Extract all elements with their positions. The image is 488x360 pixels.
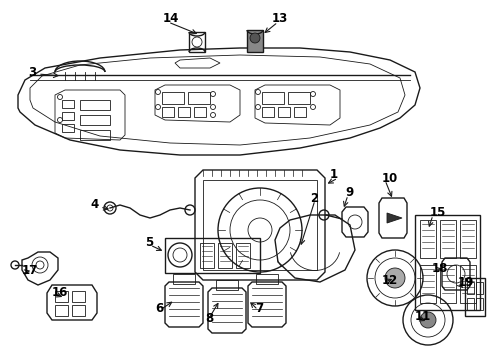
Bar bbox=[72, 305, 85, 316]
Bar bbox=[236, 243, 249, 268]
Bar bbox=[278, 107, 289, 117]
Text: 19: 19 bbox=[457, 276, 473, 289]
Bar bbox=[419, 265, 435, 303]
Bar bbox=[162, 92, 183, 104]
Bar bbox=[419, 220, 435, 258]
Bar bbox=[256, 274, 278, 284]
Text: 12: 12 bbox=[381, 274, 397, 287]
Text: 14: 14 bbox=[163, 12, 179, 24]
Bar bbox=[203, 180, 316, 270]
Bar bbox=[414, 215, 479, 310]
Circle shape bbox=[249, 33, 260, 43]
Circle shape bbox=[419, 312, 435, 328]
Text: 10: 10 bbox=[381, 171, 397, 184]
Text: 6: 6 bbox=[155, 302, 163, 315]
Circle shape bbox=[384, 268, 404, 288]
Bar bbox=[216, 280, 238, 290]
Bar bbox=[164, 238, 260, 273]
Text: 13: 13 bbox=[271, 12, 287, 24]
Text: 9: 9 bbox=[345, 186, 352, 199]
Text: 1: 1 bbox=[329, 168, 337, 181]
Bar bbox=[475, 282, 482, 294]
Bar bbox=[439, 220, 455, 258]
Bar bbox=[62, 124, 74, 132]
Bar bbox=[55, 305, 68, 316]
Text: 2: 2 bbox=[309, 192, 318, 204]
Bar bbox=[173, 274, 195, 284]
Text: 5: 5 bbox=[145, 237, 153, 249]
Bar bbox=[178, 107, 190, 117]
Bar bbox=[80, 115, 110, 125]
Bar bbox=[80, 130, 110, 140]
Text: 11: 11 bbox=[414, 310, 430, 323]
Bar bbox=[80, 100, 110, 110]
Bar bbox=[62, 100, 74, 108]
Bar bbox=[246, 30, 263, 52]
Bar bbox=[189, 32, 204, 52]
Bar bbox=[287, 92, 309, 104]
Text: 4: 4 bbox=[90, 198, 98, 211]
Bar bbox=[262, 92, 284, 104]
Text: 3: 3 bbox=[28, 66, 36, 78]
Bar bbox=[187, 92, 209, 104]
Bar bbox=[475, 298, 482, 310]
Text: 15: 15 bbox=[429, 207, 446, 220]
Polygon shape bbox=[386, 213, 401, 223]
Text: 16: 16 bbox=[52, 285, 68, 298]
Text: 7: 7 bbox=[254, 302, 263, 315]
Text: 17: 17 bbox=[22, 264, 38, 276]
Bar bbox=[55, 291, 68, 302]
Bar bbox=[162, 107, 174, 117]
Bar bbox=[218, 243, 231, 268]
Bar bbox=[466, 298, 473, 310]
Text: 18: 18 bbox=[431, 261, 447, 274]
Bar bbox=[459, 265, 475, 303]
Text: 8: 8 bbox=[204, 311, 213, 324]
Bar bbox=[200, 243, 214, 268]
Bar bbox=[466, 282, 473, 294]
Bar bbox=[262, 107, 273, 117]
Bar bbox=[62, 112, 74, 120]
Bar bbox=[72, 291, 85, 302]
Bar bbox=[194, 107, 205, 117]
Bar bbox=[439, 265, 455, 303]
Bar bbox=[459, 220, 475, 258]
Bar bbox=[293, 107, 305, 117]
